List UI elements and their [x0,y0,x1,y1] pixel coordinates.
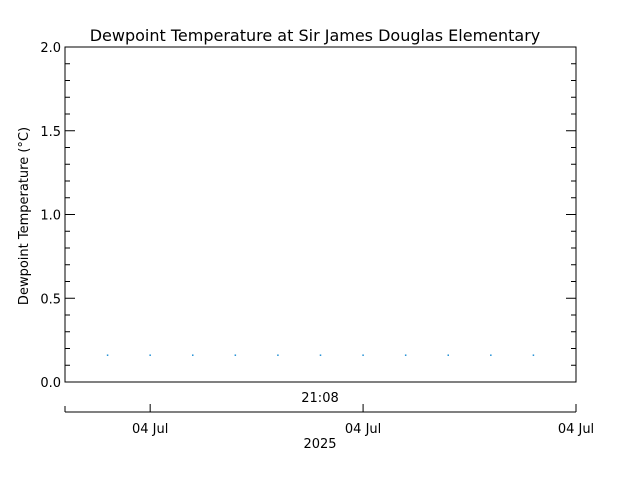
plot-frame [64,46,577,383]
data-point [490,354,492,356]
y-tick-label: 2.0 [40,41,61,56]
y-axis-ticks: 0.0 0.5 1.0 1.5 2.0 [40,41,576,391]
date-tick-label: 04 Jul [345,422,381,437]
data-point [447,354,449,356]
chart-title: Dewpoint Temperature at Sir James Dougla… [90,26,541,45]
date-tick-label: 04 Jul [132,422,168,437]
date-axis-ticks: 04 Jul 04 Jul 04 Jul [64,404,594,437]
year-label: 2025 [303,437,336,452]
y-tick-label: 1.0 [40,209,61,224]
time-axis-label: 21:08 [301,391,338,406]
y-tick-label: 1.5 [40,125,61,140]
data-point [192,354,194,356]
data-point [149,354,151,356]
data-point [319,354,322,356]
data-point [277,354,279,356]
data-point [106,354,109,356]
y-tick-label: 0.5 [40,292,61,307]
data-point [362,354,364,356]
y-axis-label: Dewpoint Temperature (°C) [17,127,32,305]
data-point [404,354,407,356]
data-point [234,354,237,356]
y-tick-label: 0.0 [40,376,61,391]
data-point [532,354,535,356]
date-tick-label: 04 Jul [558,422,594,437]
data-points [106,354,535,356]
